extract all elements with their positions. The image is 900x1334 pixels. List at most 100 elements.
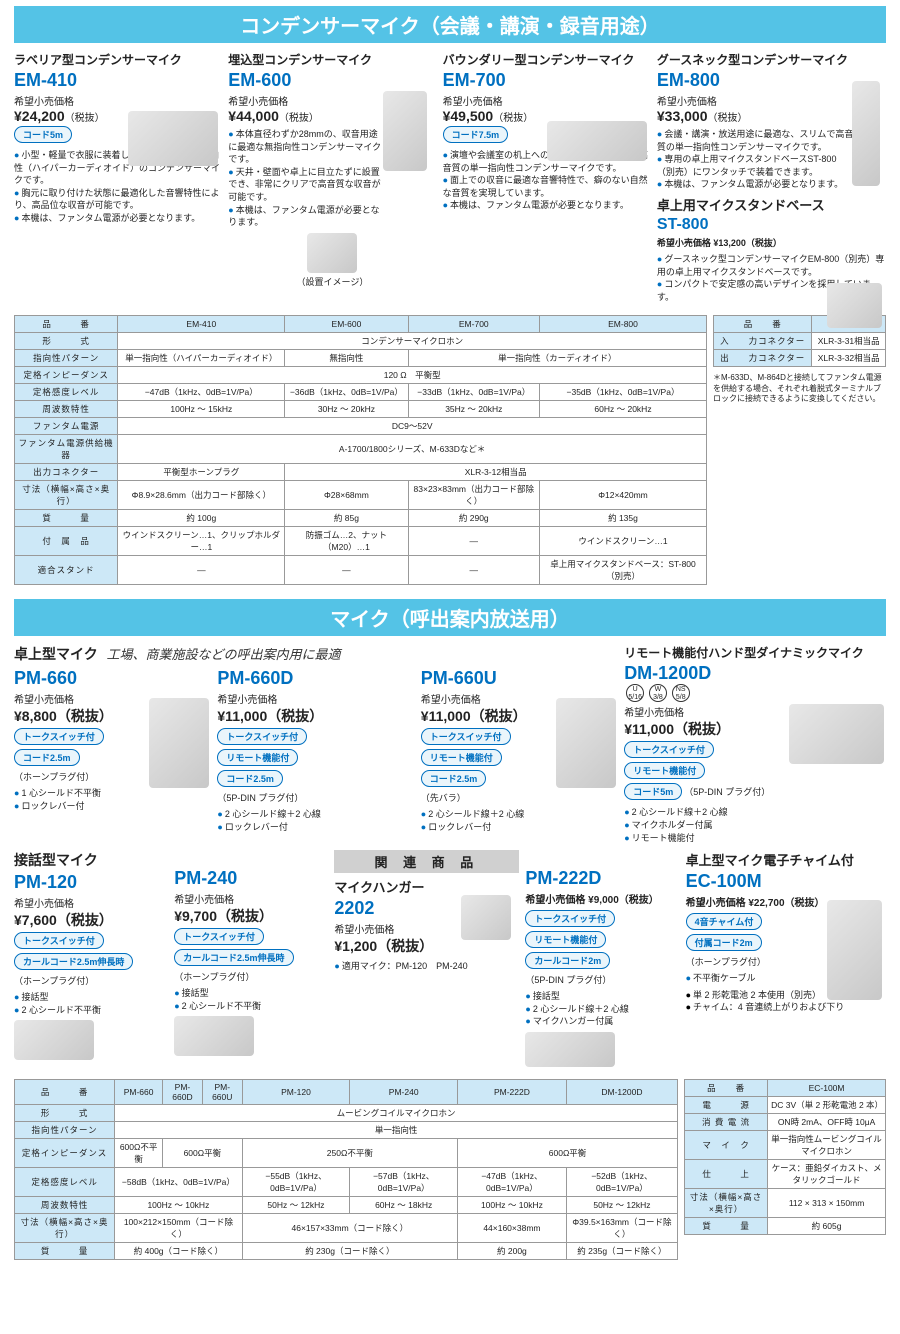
bullet: マイクハンガー付属 — [525, 1015, 679, 1028]
model: PM-222D — [525, 868, 679, 889]
product-image — [827, 900, 882, 1000]
badge: コード2.5m — [217, 770, 283, 787]
note: （5P-DIN プラグ付） — [525, 973, 679, 986]
thread-spec-icon: NS 5/8 — [672, 684, 690, 702]
related-title: マイクハンガー — [334, 877, 519, 896]
bullet: 本機は、ファンタム電源が必要となります。 — [657, 178, 854, 191]
spec-table-main: 品 番EM-410EM-600EM-700EM-800形 式コンデンサーマイクロ… — [14, 315, 707, 585]
bullet: ロックレバー付 — [14, 800, 211, 813]
badge: 付属コード2m — [686, 934, 762, 951]
bullet: 2 心シールド不平衡 — [14, 1004, 168, 1017]
bullet: 2 心シールド線＋2 心線 — [525, 1003, 679, 1016]
tax: （税抜） — [279, 113, 319, 124]
product-pm660: PM-660 希望小売価格 ¥8,800（税抜） トークスイッチ付 コード2.5… — [14, 668, 211, 833]
badge: カールコード2.5m伸長時 — [14, 953, 133, 970]
bullet: ロックレバー付 — [421, 821, 618, 834]
note: （ホーンプラグ付） — [174, 970, 328, 983]
badge: コード2.5m — [421, 770, 487, 787]
bullet: 会議・講演・放送用途に最適な、スリムで高音質の単一指向性コンデンサーマイクです。 — [657, 128, 854, 153]
product-pm660d: PM-660D 希望小売価格 ¥11,000（税抜） トークスイッチ付 リモート… — [217, 668, 414, 833]
bullet: ロックレバー付 — [217, 821, 414, 834]
badge-cord: コード5m — [14, 126, 72, 143]
badge: コード5m — [624, 783, 682, 800]
bullet: チャイム：4 音連続上がりおよび下り — [686, 1001, 886, 1014]
section2-tables: 品 番PM-660PM-660DPM-660UPM-120PM-240PM-22… — [14, 1073, 886, 1260]
product-image — [556, 698, 616, 788]
price-label: 希望小売価格 — [14, 93, 222, 108]
product-image — [14, 1020, 94, 1060]
bullet: 適用マイク：PM-120 PM-240 — [334, 960, 519, 973]
price: 希望小売価格 ¥9,000（税抜） — [525, 891, 679, 906]
bullet: 接話型 — [525, 990, 679, 1003]
product-em700: バウンダリー型コンデンサーマイク EM-700 希望小売価格 ¥49,500（税… — [443, 51, 651, 303]
price: ¥49,500 — [443, 108, 494, 124]
bullet: 2 心シールド線＋2 心線 — [421, 808, 618, 821]
bullet: 本機は、ファンタム電源が必要となります。 — [443, 199, 651, 212]
product-em800: グースネック型コンデンサーマイク EM-800 希望小売価格 ¥33,000（税… — [657, 51, 886, 303]
product-image — [383, 91, 427, 171]
stand-model: ST-800 — [657, 216, 886, 234]
section1-tables: 品 番EM-410EM-600EM-700EM-800形 式コンデンサーマイクロ… — [14, 309, 886, 585]
product-image — [149, 698, 209, 788]
prod-type: 埋込型コンデンサーマイク — [228, 51, 436, 68]
caption: （設置イメージ） — [228, 275, 436, 288]
related-product: 関 連 商 品 マイクハンガー 2202 希望小売価格 ¥1,200（税抜） 適… — [334, 850, 519, 1067]
group5-type: 卓上型マイク電子チャイム付 — [686, 850, 886, 869]
price-label: 希望小売価格 — [14, 895, 168, 910]
stand-price: 希望小売価格 ¥13,200（税抜） — [657, 236, 886, 249]
price-label: 希望小売価格 — [443, 93, 651, 108]
spec-table-ec100m: 品 番EC-100M電 源DC 3V（単 2 形乾電池 2 本）消 費 電 流O… — [684, 1079, 886, 1235]
price-label: 希望小売価格 — [217, 691, 414, 706]
price: ¥44,000 — [228, 108, 279, 124]
model: DM-1200D — [624, 663, 886, 684]
bullet: 胸元に取り付けた状態に最適化した音響特性により、高品位な収音が可能です。 — [14, 187, 222, 212]
bullet: 接話型 — [174, 987, 328, 1000]
group3-type: 接話型マイク — [14, 850, 168, 870]
group1-sub: 工場、商業施設などの呼出案内用に最適 — [107, 647, 341, 662]
product-pm222d: PM-222D 希望小売価格 ¥9,000（税抜） トークスイッチ付 リモート機… — [525, 850, 679, 1067]
section1-header: コンデンサーマイク（会議・講演・録音用途） — [14, 6, 886, 43]
badge: 4音チャイム付 — [686, 913, 763, 930]
price: ¥33,000 — [657, 108, 708, 124]
thread-spec-icon: U 5/16 — [626, 684, 644, 702]
model: PM-660 — [14, 668, 211, 689]
product-dm1200d: リモート機能付ハンド型ダイナミックマイク DM-1200D U 5/16 W 3… — [624, 644, 886, 844]
model: EM-700 — [443, 70, 651, 91]
product-image — [547, 121, 647, 161]
bullet: 本機は、ファンタム電源が必要となります。 — [14, 212, 222, 225]
bullet: 2 心シールド線＋2 心線 — [217, 808, 414, 821]
model: EM-600 — [228, 70, 436, 91]
badge: トークスイッチ付 — [14, 932, 104, 949]
badge: コード2.5m — [14, 749, 80, 766]
product-em410: ラベリア型コンデンサーマイク EM-410 希望小売価格 ¥24,200（税抜）… — [14, 51, 222, 303]
badge: カールコード2m — [525, 952, 610, 969]
product-image — [789, 704, 884, 764]
product-pm240: PM-240 希望小売価格 ¥9,700（税抜） トークスイッチ付 カールコード… — [174, 850, 328, 1067]
price-label: 希望小売価格 — [174, 891, 328, 906]
note: （先バラ） — [421, 791, 618, 804]
model: PM-240 — [174, 868, 328, 889]
badge: トークスイッチ付 — [174, 928, 264, 945]
bullet: 面上での収音に最適な音響特性で、癖のない自然な音質を実現しています。 — [443, 174, 651, 199]
footnote: ＊M-633D、M-864Dと接続してファンタム電源を供給する場合、それぞれ着脱… — [713, 373, 886, 404]
badge-cord: コード7.5m — [443, 126, 509, 143]
prod-type: バウンダリー型コンデンサーマイク — [443, 51, 651, 68]
related-header: 関 連 商 品 — [334, 850, 519, 873]
badge: リモート機能付 — [421, 749, 502, 766]
badge: リモート機能付 — [624, 762, 705, 779]
install-image — [307, 233, 357, 273]
bullet: 接話型 — [14, 991, 168, 1004]
badge: カールコード2.5m伸長時 — [174, 949, 293, 966]
badge: トークスイッチ付 — [525, 910, 615, 927]
bullet: リモート機能付 — [624, 832, 886, 845]
thread-spec-icon: W 3/8 — [649, 684, 667, 702]
bullet: 2 心シールド線＋2 心線 — [624, 806, 886, 819]
price: ¥9,700（税抜） — [174, 906, 328, 926]
prod-type: グースネック型コンデンサーマイク — [657, 51, 886, 68]
bullet: 1 心シールド不平衡 — [14, 787, 211, 800]
model: EM-410 — [14, 70, 222, 91]
section1-products: ラベリア型コンデンサーマイク EM-410 希望小売価格 ¥24,200（税抜）… — [14, 51, 886, 303]
model: EC-100M — [686, 871, 886, 892]
stand-title: 卓上用マイクスタンドベース — [657, 195, 886, 214]
price: ¥24,200 — [14, 108, 65, 124]
